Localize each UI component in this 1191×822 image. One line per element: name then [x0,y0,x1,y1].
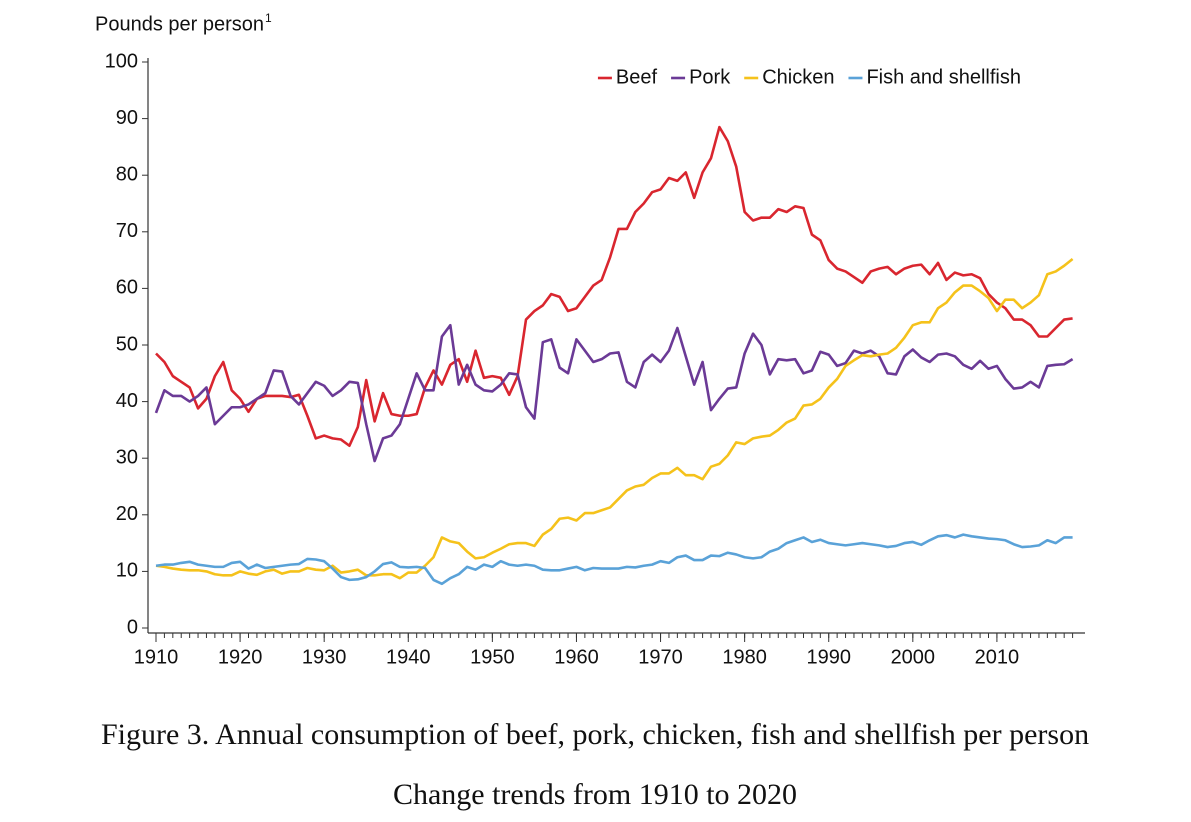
legend-label: Fish and shellfish [866,66,1021,88]
legend-label: Pork [689,66,731,88]
y-axis-label: Pounds per person [95,13,264,35]
caption: Figure 3. Annual consumption of beef, po… [101,718,1089,751]
caption: Change trends from 1910 to 2020 [393,778,797,811]
x-tick-label: 1940 [386,646,431,668]
x-tick-label: 1920 [218,646,263,668]
x-tick-label: 1910 [134,646,179,668]
y-tick-label: 30 [116,446,138,468]
series-line [155,533,1073,586]
x-tick-label: 1950 [470,646,515,668]
y-tick-label: 40 [116,390,138,412]
series-line [154,323,1074,463]
y-tick-label: 100 [105,50,138,72]
y-tick-label: 10 [116,560,138,582]
y-tick-label: 20 [116,503,138,525]
y-tick-label: 50 [116,333,138,355]
y-tick-label: 0 [127,616,138,638]
x-tick-label: 1990 [806,646,851,668]
legend-label: Chicken [762,66,834,88]
footnote-marker: 1 [265,11,272,25]
y-tick-label: 70 [116,220,138,242]
series-line [155,125,1073,448]
x-tick-label: 1970 [638,646,683,668]
series-line [155,257,1074,580]
x-tick-label: 1930 [302,646,347,668]
x-tick-label: 1980 [722,646,767,668]
legend-label: Beef [616,66,658,88]
y-tick-label: 80 [116,163,138,185]
x-tick-label: 2010 [975,646,1020,668]
x-tick-label: 2000 [891,646,936,668]
y-tick-label: 60 [116,277,138,299]
x-tick-label: 1960 [554,646,599,668]
y-tick-label: 90 [116,107,138,129]
